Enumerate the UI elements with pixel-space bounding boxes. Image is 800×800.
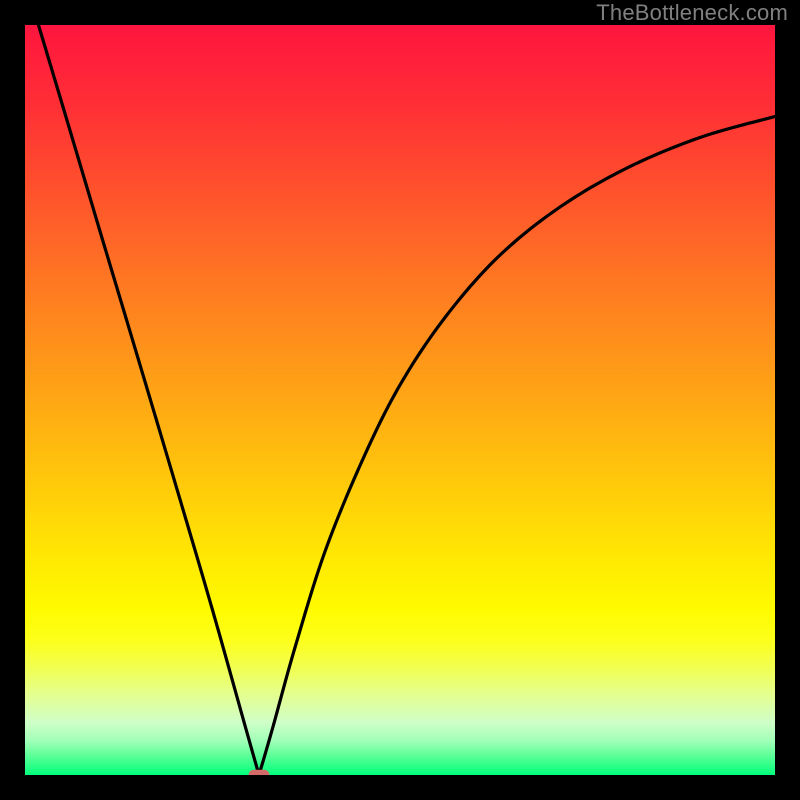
plot-area xyxy=(25,25,775,775)
gradient-background xyxy=(25,25,775,775)
minimum-marker xyxy=(249,770,270,775)
outer-frame: TheBottleneck.com xyxy=(0,0,800,800)
gradient-chart xyxy=(25,25,775,775)
watermark-text: TheBottleneck.com xyxy=(596,0,788,26)
